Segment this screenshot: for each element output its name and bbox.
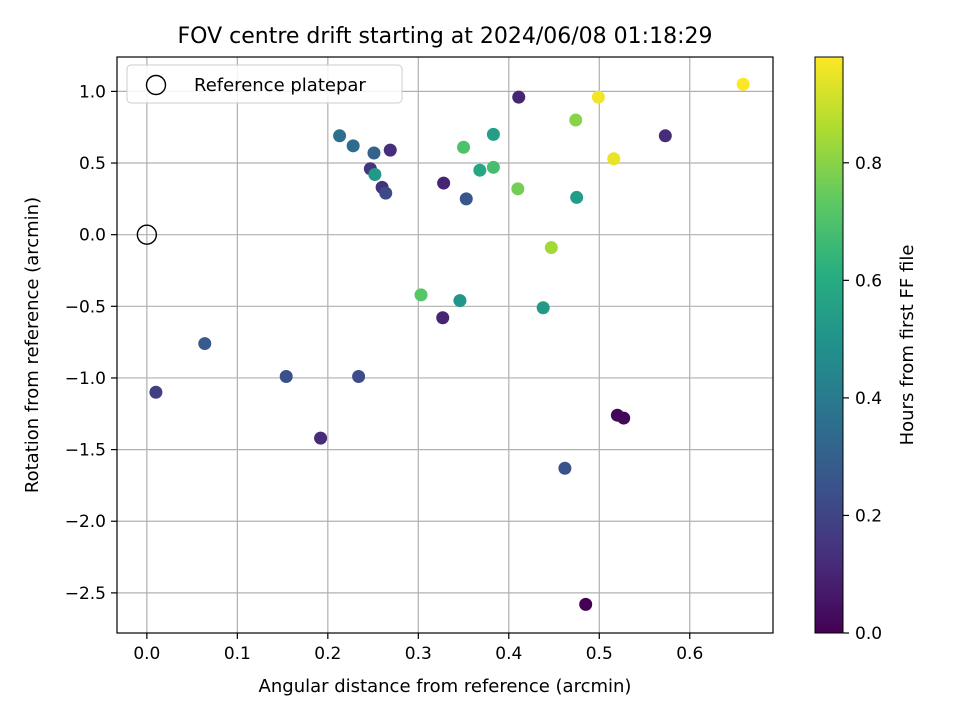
data-point bbox=[437, 176, 451, 190]
y-tick-label: −1.5 bbox=[65, 441, 106, 461]
x-tick-label: 0.5 bbox=[586, 644, 613, 664]
x-tick-label: 0.4 bbox=[495, 644, 522, 664]
x-axis-ticks: 0.0 0.1 0.2 0.3 0.4 0.5 0.6 bbox=[133, 633, 703, 664]
data-point bbox=[457, 140, 471, 154]
data-point bbox=[346, 139, 360, 153]
data-point bbox=[368, 167, 382, 181]
data-point bbox=[367, 146, 381, 160]
y-tick-label: −2.5 bbox=[65, 584, 106, 604]
data-point bbox=[486, 127, 500, 141]
y-tick-label: 0.5 bbox=[79, 154, 106, 174]
legend-entry-label: Reference platepar bbox=[194, 75, 366, 96]
colorbar-tick-label: 0.6 bbox=[855, 271, 882, 291]
data-point bbox=[198, 337, 212, 351]
data-point bbox=[658, 129, 672, 143]
plot-frame bbox=[116, 56, 774, 634]
colorbar-ticks: 0.0 0.2 0.4 0.6 0.8 bbox=[843, 154, 882, 644]
y-tick-label: 0.0 bbox=[79, 226, 106, 246]
data-point bbox=[512, 90, 526, 104]
colorbar-tick-label: 0.8 bbox=[855, 154, 882, 174]
legend-box bbox=[126, 64, 403, 104]
colorbar-tick-label: 0.0 bbox=[855, 624, 882, 644]
data-point bbox=[383, 143, 397, 157]
data-point bbox=[569, 113, 583, 127]
y-axis-ticks: 1.0 0.5 0.0 −0.5 −1.0 −1.5 −2.0 −2.5 bbox=[65, 82, 117, 604]
y-axis-label: Rotation from reference (arcmin) bbox=[22, 197, 43, 493]
reference-marker bbox=[136, 224, 158, 245]
data-point bbox=[333, 129, 347, 143]
grid-lines bbox=[117, 57, 773, 633]
x-tick-label: 0.2 bbox=[314, 644, 341, 664]
data-point bbox=[486, 160, 500, 174]
reference-marker-group bbox=[136, 224, 158, 245]
data-point bbox=[591, 90, 605, 104]
data-point bbox=[617, 411, 631, 425]
x-tick-label: 0.1 bbox=[224, 644, 251, 664]
data-point bbox=[379, 186, 393, 200]
data-point bbox=[607, 152, 621, 166]
y-tick-label: 1.0 bbox=[79, 82, 106, 102]
data-point bbox=[736, 77, 750, 91]
data-point bbox=[314, 431, 328, 445]
x-axis-label: Angular distance from reference (arcmin) bbox=[259, 676, 632, 697]
data-point bbox=[436, 311, 450, 325]
data-point bbox=[459, 192, 473, 206]
colorbar-tick-label: 0.2 bbox=[855, 506, 882, 526]
data-point bbox=[544, 241, 558, 255]
data-point bbox=[558, 461, 572, 475]
y-tick-label: −0.5 bbox=[65, 297, 106, 317]
colorbar-gradient bbox=[814, 56, 844, 634]
colorbar-tick-label: 0.4 bbox=[855, 389, 882, 409]
data-point bbox=[511, 182, 525, 196]
data-points bbox=[149, 77, 750, 611]
data-point bbox=[570, 190, 584, 204]
data-point bbox=[579, 597, 593, 611]
colorbar: 0.0 0.2 0.4 0.6 0.8 Hours from first FF file bbox=[814, 56, 918, 644]
legend-marker-icon bbox=[145, 74, 167, 96]
x-tick-label: 0.6 bbox=[676, 644, 703, 664]
chart-title: FOV centre drift starting at 2024/06/08 … bbox=[178, 24, 713, 49]
legend: Reference platepar bbox=[126, 64, 403, 104]
data-point bbox=[414, 288, 428, 302]
data-point bbox=[352, 370, 366, 384]
data-point bbox=[279, 370, 293, 384]
x-tick-label: 0.0 bbox=[133, 644, 160, 664]
y-tick-label: −1.0 bbox=[65, 369, 106, 389]
data-point bbox=[453, 294, 467, 308]
data-point bbox=[536, 301, 550, 315]
colorbar-label: Hours from first FF file bbox=[897, 245, 918, 446]
data-point bbox=[473, 163, 487, 177]
x-tick-label: 0.3 bbox=[405, 644, 432, 664]
y-tick-label: −2.0 bbox=[65, 512, 106, 532]
data-point bbox=[149, 385, 163, 399]
